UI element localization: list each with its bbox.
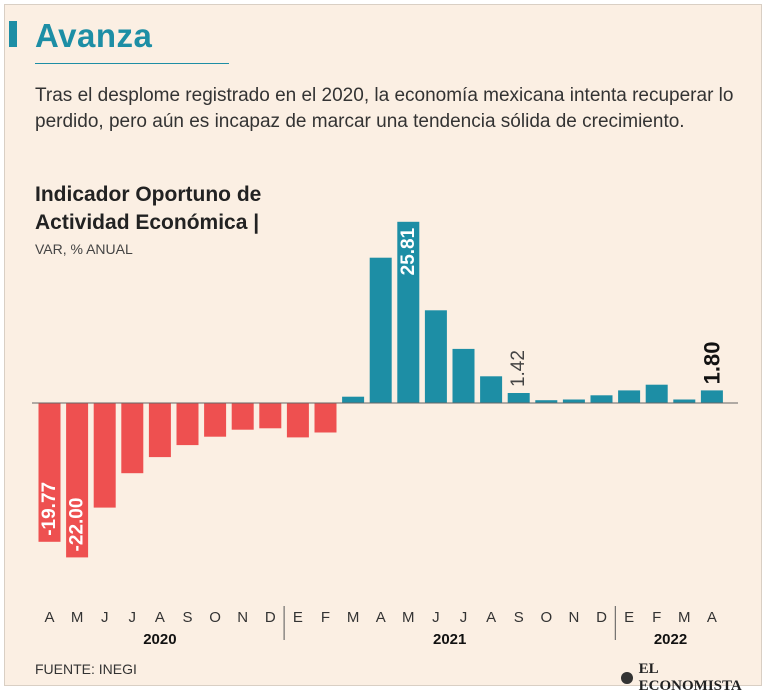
- chart-title: Indicador Oportuno de Actividad Económic…: [35, 183, 262, 234]
- x-tick-label: D: [265, 609, 276, 626]
- data-label: 25.81: [398, 227, 419, 275]
- x-tick-label: D: [596, 609, 607, 626]
- x-tick-label: O: [209, 609, 221, 626]
- bar: [66, 403, 89, 558]
- source-note: FUENTE: INEGI: [35, 661, 137, 677]
- x-tick-label: M: [402, 609, 415, 626]
- x-tick-label: S: [182, 609, 192, 626]
- bar: [535, 400, 558, 403]
- bar: [590, 395, 613, 403]
- bar: [452, 348, 475, 403]
- x-tick-label: A: [376, 609, 386, 626]
- bar: [121, 403, 144, 474]
- x-tick-label: J: [432, 609, 440, 626]
- bar: [507, 393, 530, 403]
- x-tick-label: O: [540, 609, 552, 626]
- x-tick-label: J: [460, 609, 468, 626]
- title-underline: [35, 63, 229, 64]
- title-accent-bar: [9, 21, 17, 47]
- bar: [259, 403, 282, 429]
- bar: [176, 403, 199, 446]
- bar: [424, 310, 447, 403]
- brand-circle-icon: [621, 672, 633, 684]
- subtitle-text: Tras el desplome registrado en el 2020, …: [35, 85, 734, 132]
- bar: [673, 399, 696, 403]
- data-label: -22.00: [67, 498, 88, 552]
- chart-unit-label: VAR, % ANUAL: [35, 241, 133, 257]
- x-tick-label: N: [237, 609, 248, 626]
- bar: [38, 403, 61, 542]
- year-label: 2021: [433, 631, 466, 648]
- data-label: 1.80: [699, 342, 724, 385]
- x-tick-label: M: [678, 609, 691, 626]
- x-tick-label: M: [347, 609, 360, 626]
- brand-logo: EL ECONOMISTA: [621, 661, 761, 695]
- bar: [204, 403, 227, 437]
- bar: [700, 390, 723, 403]
- x-tick-label: N: [568, 609, 579, 626]
- bar: [645, 384, 668, 403]
- data-label: -19.77: [39, 482, 60, 536]
- bar: [480, 376, 503, 403]
- bar: [148, 403, 171, 458]
- x-tick-label: F: [321, 609, 330, 626]
- bar: [342, 396, 365, 403]
- x-tick-label: A: [155, 609, 165, 626]
- bar: [369, 257, 392, 403]
- x-tick-label: E: [624, 609, 634, 626]
- x-tick-label: A: [707, 609, 717, 626]
- x-tick-label: A: [44, 609, 54, 626]
- bar: [397, 221, 420, 403]
- x-tick-label: E: [293, 609, 303, 626]
- bar: [562, 399, 585, 403]
- x-tick-label: F: [652, 609, 661, 626]
- x-tick-label: M: [71, 609, 84, 626]
- data-label: 1.42: [508, 350, 529, 387]
- bar: [286, 403, 309, 438]
- year-label: 2020: [143, 631, 176, 648]
- bar: [618, 390, 641, 403]
- infographic-card: Avanza Tras el desplome registrado en el…: [4, 4, 762, 694]
- page-title: Avanza: [35, 17, 153, 54]
- x-tick-label: J: [101, 609, 109, 626]
- x-tick-label: J: [129, 609, 137, 626]
- year-label: 2022: [654, 631, 687, 648]
- bar: [314, 403, 337, 433]
- x-tick-label: S: [514, 609, 524, 626]
- x-tick-label: A: [486, 609, 496, 626]
- bar: [93, 403, 116, 508]
- bar: [231, 403, 254, 430]
- brand-name: EL ECONOMISTA: [638, 661, 742, 694]
